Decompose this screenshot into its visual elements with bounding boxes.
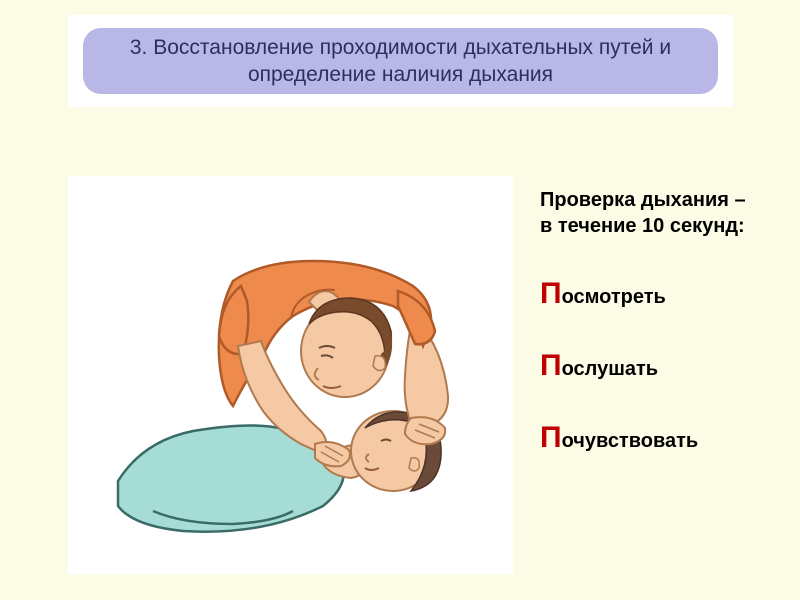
first-aid-illustration xyxy=(113,206,468,546)
item-listen-cap: П xyxy=(540,349,562,382)
illustration-panel xyxy=(68,176,513,574)
item-feel: Почувствовать xyxy=(540,421,780,455)
slide-page: 3. Восстановление проходимости дыхательн… xyxy=(0,0,800,600)
lead-line2: в течение 10 секунд: xyxy=(540,215,745,237)
item-listen: Послушать xyxy=(540,349,780,383)
item-feel-rest: очувствовать xyxy=(562,430,699,452)
header-band: 3. Восстановление проходимости дыхательн… xyxy=(68,15,733,107)
item-look-rest: осмотреть xyxy=(562,286,666,308)
patient-ear xyxy=(409,458,419,471)
item-look: Посмотреть xyxy=(540,277,780,311)
rescuer-ear xyxy=(373,356,385,371)
item-look-cap: П xyxy=(540,277,562,310)
lead-text: Проверка дыхания – в течение 10 секунд: xyxy=(540,187,780,239)
slide-title: 3. Восстановление проходимости дыхательн… xyxy=(103,34,698,89)
lead-line1: Проверка дыхания – xyxy=(540,189,746,211)
header-pill: 3. Восстановление проходимости дыхательн… xyxy=(83,28,718,94)
text-column: Проверка дыхания – в течение 10 секунд: … xyxy=(540,187,780,493)
item-listen-rest: ослушать xyxy=(562,358,659,380)
item-feel-cap: П xyxy=(540,421,562,454)
